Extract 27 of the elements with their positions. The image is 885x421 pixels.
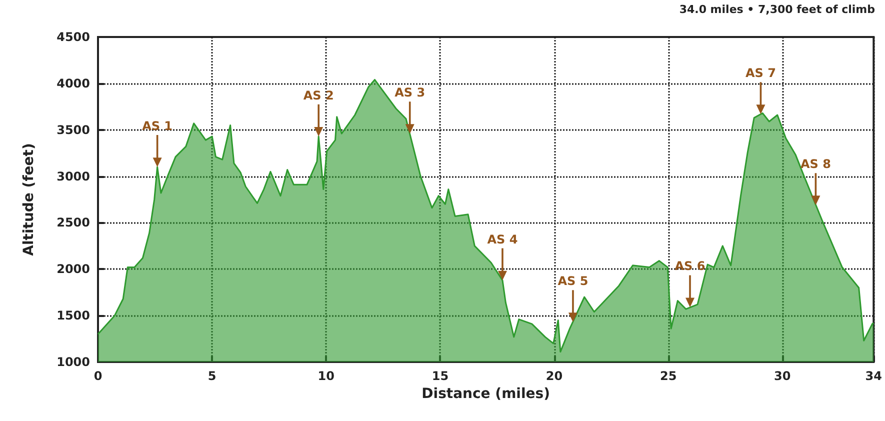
x-tick-label: 15 — [432, 369, 449, 383]
x-axis-title: Distance (miles) — [422, 386, 550, 402]
annotation: AS 6 — [674, 259, 706, 274]
chart-subtitle: 34.0 miles • 7,300 feet of climb — [679, 3, 876, 16]
y-tick-label: 3500 — [56, 122, 90, 137]
x-tick-label: 5 — [208, 369, 216, 383]
y-tick-label: 3000 — [56, 169, 90, 184]
annotation: AS 4 — [487, 232, 518, 246]
x-tick-label: 10 — [318, 369, 334, 383]
x-tick-label: 25 — [660, 369, 677, 383]
y-tick-label: 4500 — [56, 30, 90, 44]
x-tick-label: 0 — [94, 369, 102, 383]
y-axis-title: Altitude (feet) — [21, 143, 37, 256]
x-tick-label: 34 — [865, 369, 882, 383]
y-tick-label: 2000 — [56, 262, 90, 276]
annotation: AS 5 — [558, 274, 588, 288]
y-tick-label: 4000 — [56, 76, 90, 90]
y-tick-label: 2500 — [56, 216, 90, 230]
x-tick-label: 30 — [774, 369, 791, 383]
x-tick-label: 20 — [546, 369, 563, 383]
annotation: AS 1 — [142, 119, 173, 133]
y-tick-label: 1000 — [56, 355, 90, 369]
annotation: AS 2 — [303, 88, 334, 102]
y-tick-label: 1500 — [56, 308, 90, 323]
annotation: AS 3 — [394, 86, 426, 100]
annotation: AS 7 — [745, 66, 776, 80]
annotation: AS 8 — [800, 157, 831, 172]
